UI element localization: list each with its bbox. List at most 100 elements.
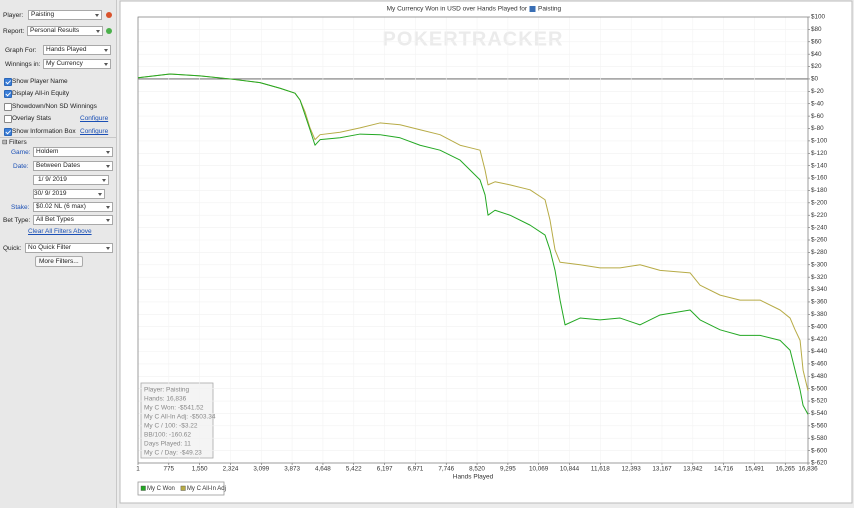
y-tick-label: $-200 (811, 200, 828, 207)
bet-type-select[interactable]: All Bet Types (33, 215, 113, 225)
date-label: Date: (13, 163, 29, 170)
date-from[interactable]: 1/ 9/ 2019 (33, 175, 109, 185)
report-select[interactable]: Personal Results (27, 26, 103, 36)
x-tick-label: 13,942 (683, 466, 703, 473)
option-label: Display All-in Equity (12, 90, 70, 97)
side-panel: Player: Paisting Report: Personal Result… (0, 0, 117, 508)
x-tick-label: 16,836 (798, 466, 818, 473)
game-select[interactable]: Holdem (33, 147, 113, 157)
legend-label: My C All-In Adj (187, 486, 226, 492)
info-line: My C / Day: -$49.23 (144, 450, 202, 457)
y-tick-label: $-520 (811, 398, 828, 405)
info-line: My C All-In Adj: -$503.34 (144, 414, 216, 421)
y-tick-label: $-400 (811, 323, 828, 330)
info-line: Days Played: 11 (144, 441, 191, 448)
y-tick-label: $20 (811, 63, 822, 70)
y-tick-label: $-600 (811, 447, 828, 454)
quick-label: Quick: (3, 245, 22, 252)
x-tick-label: 775 (164, 466, 175, 473)
y-tick-label: $-60 (811, 113, 824, 120)
player-select[interactable]: Paisting (28, 10, 102, 20)
x-tick-label: 3,873 (284, 466, 300, 473)
option-label: Overlay Stats (12, 115, 52, 122)
y-tick-label: $-380 (811, 311, 828, 318)
more-filters-button[interactable]: More Filters... (35, 256, 83, 267)
checkbox[interactable] (4, 90, 12, 98)
date-value: Between Dates (36, 162, 81, 169)
x-tick-label: 5,422 (346, 466, 362, 473)
x-tick-label: 8,520 (469, 466, 485, 473)
game-label: Game: (11, 149, 31, 156)
x-tick-label: 3,099 (253, 466, 269, 473)
report-value: Personal Results (30, 27, 80, 34)
graph-for-select[interactable]: Hands Played (43, 45, 111, 55)
player-icon[interactable] (106, 12, 112, 18)
checkbox[interactable] (4, 103, 12, 111)
winnings-select[interactable]: My Currency (43, 59, 111, 69)
y-tick-label: $80 (811, 26, 822, 33)
y-tick-label: $-580 (811, 435, 828, 442)
legend-label: My C Won (147, 486, 175, 492)
info-line: My C / 100: -$3.22 (144, 423, 198, 430)
configure-link[interactable]: Configure (80, 115, 109, 122)
x-tick-label: 1 (136, 466, 140, 473)
x-tick-label: 15,491 (745, 466, 765, 473)
game-value: Holdem (36, 148, 59, 155)
stake-label: Stake: (11, 204, 30, 211)
quick-select[interactable]: No Quick Filter (25, 243, 113, 253)
filters-title: Filters (9, 139, 27, 146)
date-to-value: 30/ 9/ 2019 (34, 190, 67, 197)
option-label: Show Player Name (12, 78, 68, 85)
chart-title-player: Paisting (538, 6, 562, 13)
info-line: My C Won: -$541.52 (144, 405, 204, 412)
date-from-value: 1/ 9/ 2019 (38, 176, 67, 183)
player-value: Paisting (31, 11, 55, 18)
x-tick-label: 1,550 (192, 466, 208, 473)
x-tick-label: 14,716 (714, 466, 734, 473)
checkbox[interactable] (4, 128, 12, 136)
checkbox[interactable] (4, 115, 12, 123)
checkbox[interactable] (4, 78, 12, 86)
series-line (137, 73, 809, 391)
date-to[interactable]: 30/ 9/ 2019 (33, 189, 105, 199)
y-tick-label: $-560 (811, 423, 828, 430)
y-tick-label: $-140 (811, 162, 828, 169)
legend-swatch (140, 485, 146, 491)
graph-for-value: Hands Played (46, 46, 87, 53)
stake-select[interactable]: $0.02 NL (6 max) (33, 202, 113, 212)
y-tick-label: $-320 (811, 274, 828, 281)
y-tick-label: $-180 (811, 187, 828, 194)
configure-link[interactable]: Configure (80, 128, 109, 135)
y-tick-label: $-120 (811, 150, 828, 157)
chart-frame (119, 0, 853, 504)
player-icon (529, 6, 536, 12)
y-tick-label: $-480 (811, 373, 828, 380)
clear-filters-link[interactable]: Clear All Filters Above (28, 228, 92, 235)
x-tick-label: 6,971 (408, 466, 424, 473)
report-icon[interactable] (106, 28, 112, 34)
y-tick-label: $-460 (811, 361, 828, 368)
stake-value: $0.02 NL (6 max) (36, 203, 86, 210)
x-axis-label: Hands Played (453, 474, 494, 481)
info-box (140, 382, 214, 459)
x-tick-label: 16,265 (776, 466, 796, 473)
date-select[interactable]: Between Dates (33, 161, 113, 171)
y-tick-label: $40 (811, 51, 822, 58)
info-line: BB/100: -160.62 (144, 432, 191, 439)
x-tick-label: 2,324 (223, 466, 239, 473)
x-tick-label: 7,746 (438, 466, 454, 473)
y-tick-label: $-620 (811, 460, 828, 467)
bet-type-value: All Bet Types (36, 216, 74, 223)
report-label: Report: (3, 28, 25, 35)
x-tick-label: 12,393 (622, 466, 642, 473)
x-tick-label: 10,844 (560, 466, 580, 473)
winnings-value: My Currency (46, 60, 83, 67)
winnings-label: Winnings in: (5, 61, 41, 68)
filters-toggle[interactable]: ⊟ (2, 139, 8, 146)
y-tick-label: $100 (811, 14, 826, 21)
series-line (137, 73, 809, 415)
y-tick-label: $0 (811, 76, 819, 83)
